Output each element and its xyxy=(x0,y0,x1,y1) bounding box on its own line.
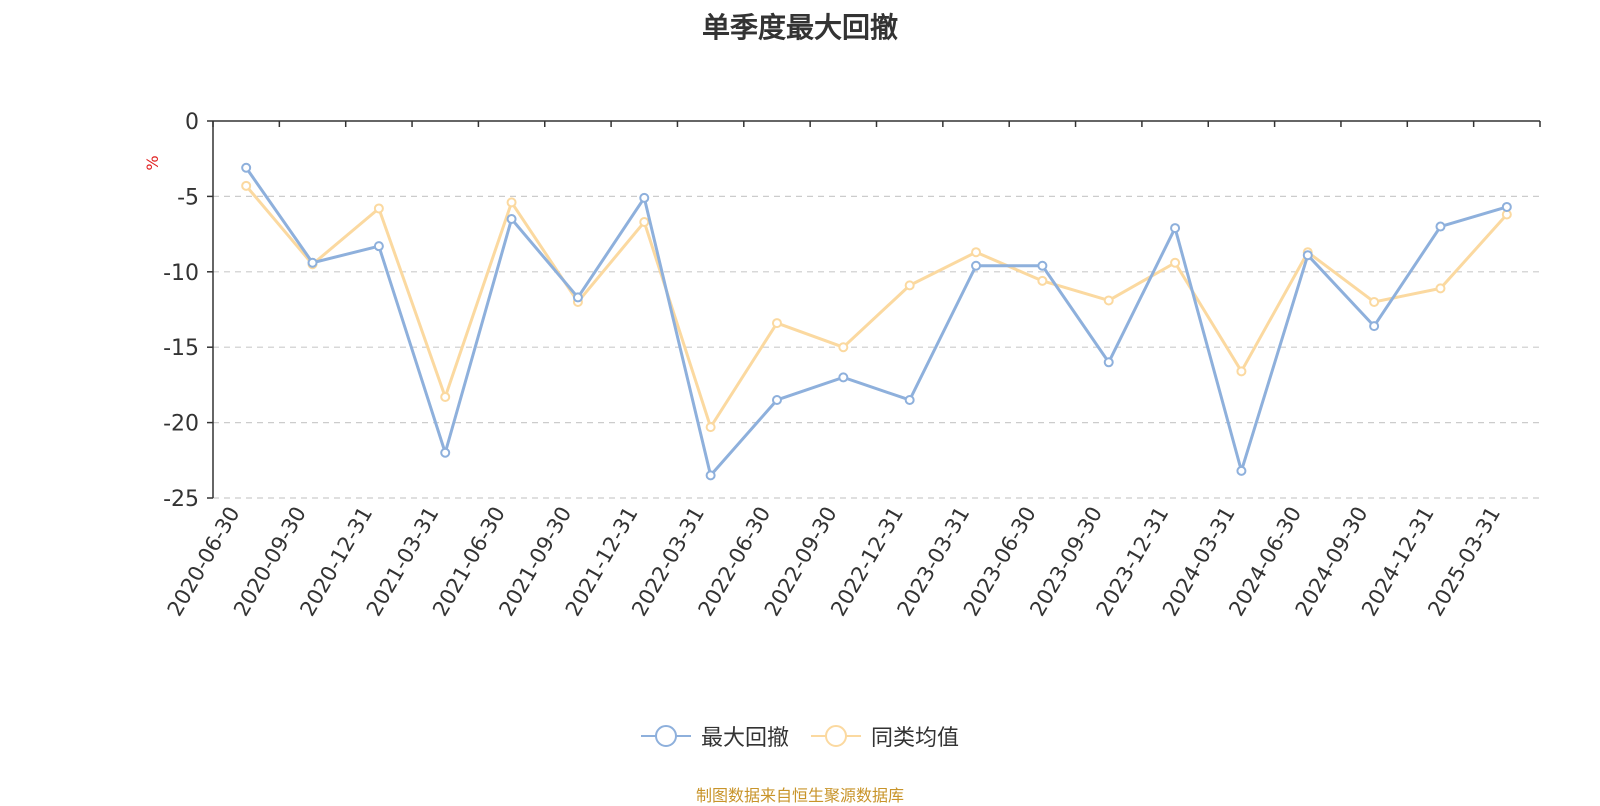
data-point xyxy=(771,318,782,329)
data-point xyxy=(705,470,716,481)
data-point xyxy=(373,203,384,214)
series-line xyxy=(244,166,1508,477)
legend-item-max-drawdown[interactable]: 最大回撤 xyxy=(640,720,789,752)
data-point xyxy=(904,280,915,291)
line-chart: 0-5-10-15-20-25%2020-06-302020-09-302020… xyxy=(143,110,1541,621)
data-point xyxy=(506,197,517,208)
y-axis-unit-label: % xyxy=(143,155,162,170)
data-point xyxy=(838,372,849,383)
y-tick-label: -5 xyxy=(177,185,199,210)
legend-label-max-drawdown: 最大回撤 xyxy=(700,726,789,751)
data-point xyxy=(1435,221,1446,232)
data-point xyxy=(241,162,252,173)
data-point xyxy=(1103,357,1114,368)
y-tick-label: 0 xyxy=(185,110,199,135)
data-point xyxy=(639,192,650,203)
data-point xyxy=(705,422,716,433)
data-point xyxy=(971,247,982,258)
data-point xyxy=(971,260,982,271)
legend-label-peer-average: 同类均值 xyxy=(871,726,960,751)
legend-item-peer-average[interactable]: 同类均值 xyxy=(811,720,959,752)
data-point xyxy=(639,217,650,228)
chart-title: 单季度最大回撤 xyxy=(701,11,898,44)
data-point xyxy=(1103,295,1114,306)
legend-marker-yellow-icon xyxy=(811,725,861,747)
y-tick-label: -20 xyxy=(163,412,199,437)
data-point xyxy=(1302,250,1313,261)
data-point xyxy=(1170,257,1181,268)
data-point xyxy=(838,342,849,353)
data-point xyxy=(1236,366,1247,377)
data-point xyxy=(904,394,915,405)
legend: 最大回撤 同类均值 xyxy=(0,720,1600,752)
data-point xyxy=(241,180,252,191)
source-footer: 制图数据来自恒生聚源数据库 xyxy=(695,786,904,805)
y-tick-label: -10 xyxy=(163,261,199,286)
data-point xyxy=(1369,296,1380,307)
data-point xyxy=(307,257,318,268)
y-tick-label: -25 xyxy=(163,487,199,512)
data-point xyxy=(440,391,451,402)
data-point xyxy=(1037,260,1048,271)
data-point xyxy=(1369,321,1380,332)
legend-marker-blue-icon xyxy=(640,725,691,747)
data-point xyxy=(771,394,782,405)
data-point xyxy=(1170,223,1181,234)
series-line xyxy=(245,184,1508,429)
data-point xyxy=(1435,283,1446,294)
data-point xyxy=(506,214,517,225)
data-point xyxy=(373,241,384,252)
data-point xyxy=(1037,275,1048,286)
y-tick-label: -15 xyxy=(163,336,199,361)
data-point xyxy=(1501,201,1512,212)
data-point xyxy=(572,292,583,303)
x-tick-label: 2025-03-31 xyxy=(1423,503,1505,621)
data-point xyxy=(1236,465,1247,476)
data-point xyxy=(440,447,451,458)
